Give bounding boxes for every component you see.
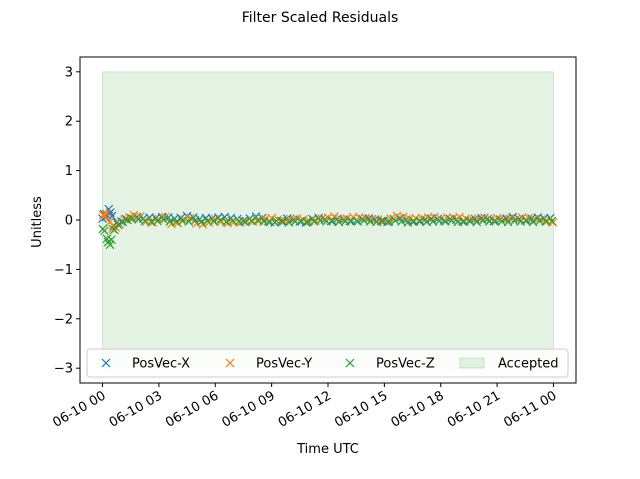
legend-label: PosVec-Z	[376, 357, 435, 372]
data-point	[113, 220, 123, 230]
y-axis-label: Unitless	[30, 196, 45, 248]
legend-marker-accepted	[459, 357, 485, 369]
x-tick-label: 06-11 00	[501, 388, 559, 430]
data-point	[107, 211, 117, 221]
data-point	[118, 217, 128, 227]
y-tick-label: −2	[54, 312, 73, 327]
data-point	[110, 225, 119, 235]
data-point	[105, 240, 115, 250]
data-point	[124, 213, 134, 222]
y-tick-label: −3	[54, 362, 73, 377]
y-tick-label: 1	[65, 164, 73, 179]
x-axis-label: Time UTC	[296, 442, 359, 457]
x-tick-label: 06-10 21	[445, 388, 503, 430]
legend-marker-posvec-z	[345, 358, 355, 368]
data-point	[547, 216, 557, 226]
legend-box	[86, 348, 569, 378]
data-point	[106, 235, 116, 245]
chart-title: Filter Scaled Residuals	[242, 10, 399, 26]
y-tick-label: 2	[65, 115, 73, 130]
legend-marker-posvec-y	[225, 358, 235, 368]
y-tick-label: 0	[65, 214, 73, 229]
legend-label: PosVec-Y	[256, 357, 312, 372]
x-tick-label: 06-10 09	[220, 388, 278, 430]
y-axis-ticks: 3 2 1 0 −1 −2 −3	[54, 65, 80, 377]
y-tick-label: 3	[65, 65, 73, 80]
x-tick-label: 06-10 00	[50, 388, 108, 430]
x-tick-label: 06-10 12	[276, 388, 334, 430]
x-tick-label: 06-10 18	[389, 388, 447, 430]
data-point	[159, 215, 169, 224]
legend: PosVec-X PosVec-Y PosVec-Z Accepted	[86, 348, 569, 378]
data-points-layer	[98, 204, 558, 250]
x-tick-label: 06-10 06	[163, 388, 221, 430]
x-tick-label: 06-10 15	[332, 388, 390, 430]
legend-label: PosVec-X	[132, 357, 190, 372]
data-point	[100, 211, 110, 221]
y-tick-label: −1	[54, 263, 73, 278]
legend-marker-posvec-x	[101, 358, 111, 368]
data-point	[101, 209, 111, 219]
series-posvec-z	[98, 214, 557, 250]
data-point	[99, 226, 109, 236]
x-tick-label: 06-10 03	[107, 388, 165, 430]
data-point	[198, 220, 208, 229]
legend-label: Accepted	[498, 357, 559, 372]
